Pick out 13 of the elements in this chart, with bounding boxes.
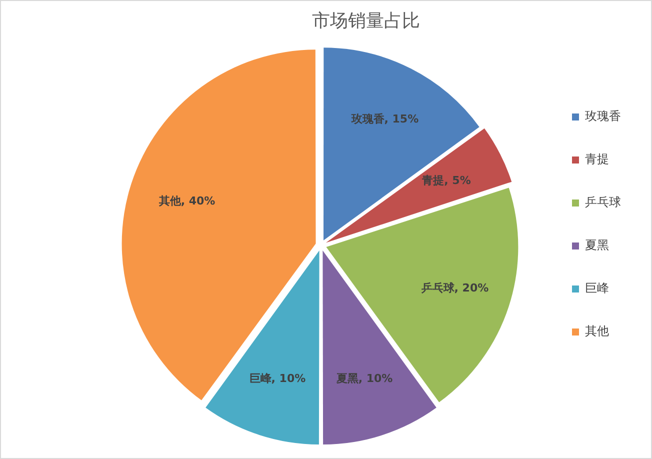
legend-label: 其他 xyxy=(585,324,609,338)
data-label: 巨峰, 10% xyxy=(249,372,306,386)
legend-label: 玫瑰香 xyxy=(585,109,621,124)
data-label: 青提, 5% xyxy=(421,174,471,188)
data-label: 夏黑, 10% xyxy=(335,372,393,386)
legend-label: 乒乓球 xyxy=(585,195,621,210)
data-label: 其他, 40% xyxy=(158,194,216,208)
data-label: 玫瑰香, 15% xyxy=(350,112,419,126)
legend-label: 巨峰 xyxy=(585,281,609,296)
legend-label: 青提 xyxy=(585,152,609,166)
data-label: 乒乓球, 20% xyxy=(420,282,489,295)
chart-title: 市场销量占比 xyxy=(312,10,420,32)
legend-label: 夏黑 xyxy=(585,238,609,252)
